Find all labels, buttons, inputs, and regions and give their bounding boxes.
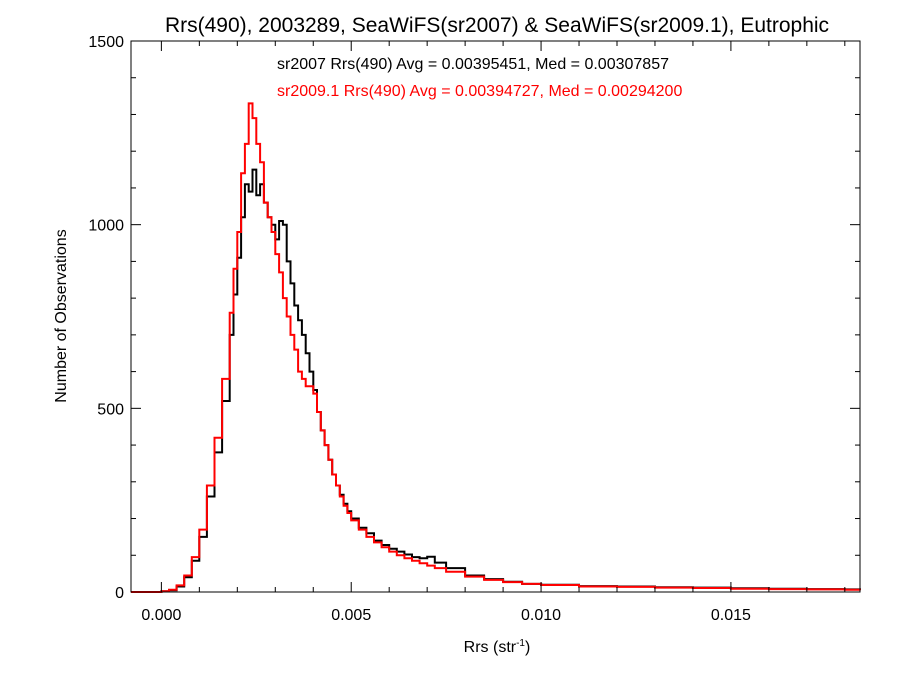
x-axis-label-exponent: -1 bbox=[516, 638, 525, 649]
chart-title: Rrs(490), 2003289, SeaWiFS(sr2007) & Sea… bbox=[165, 14, 829, 37]
y-tick-label: 1500 bbox=[88, 34, 124, 51]
legend-entry-sr2007: sr2007 Rrs(490) Avg = 0.00395451, Med = … bbox=[277, 56, 669, 73]
plot-frame bbox=[130, 40, 861, 593]
y-tick-label: 500 bbox=[97, 401, 124, 418]
y-tick-label: 1000 bbox=[88, 218, 124, 235]
x-axis-label-main: Rrs (str bbox=[464, 639, 517, 656]
y-axis-label: Number of Observations bbox=[53, 229, 70, 402]
x-tick-label: 0.015 bbox=[711, 607, 751, 624]
ticks-layer: 0.000 0.005 0.010 0.015 0 500 1000 1500 bbox=[88, 34, 860, 624]
x-axis-label: Rrs (str-1) bbox=[464, 638, 531, 656]
y-tick-label: 0 bbox=[115, 585, 124, 602]
x-tick-label: 0.005 bbox=[331, 607, 371, 624]
x-tick-label: 0.010 bbox=[521, 607, 561, 624]
series-layer bbox=[131, 102, 861, 593]
x-tick-label: 0.000 bbox=[141, 607, 181, 624]
series-line-1 bbox=[131, 102, 861, 593]
legend-entry-sr2009: sr2009.1 Rrs(490) Avg = 0.00394727, Med … bbox=[277, 83, 682, 100]
x-axis-label-close: ) bbox=[525, 639, 530, 656]
